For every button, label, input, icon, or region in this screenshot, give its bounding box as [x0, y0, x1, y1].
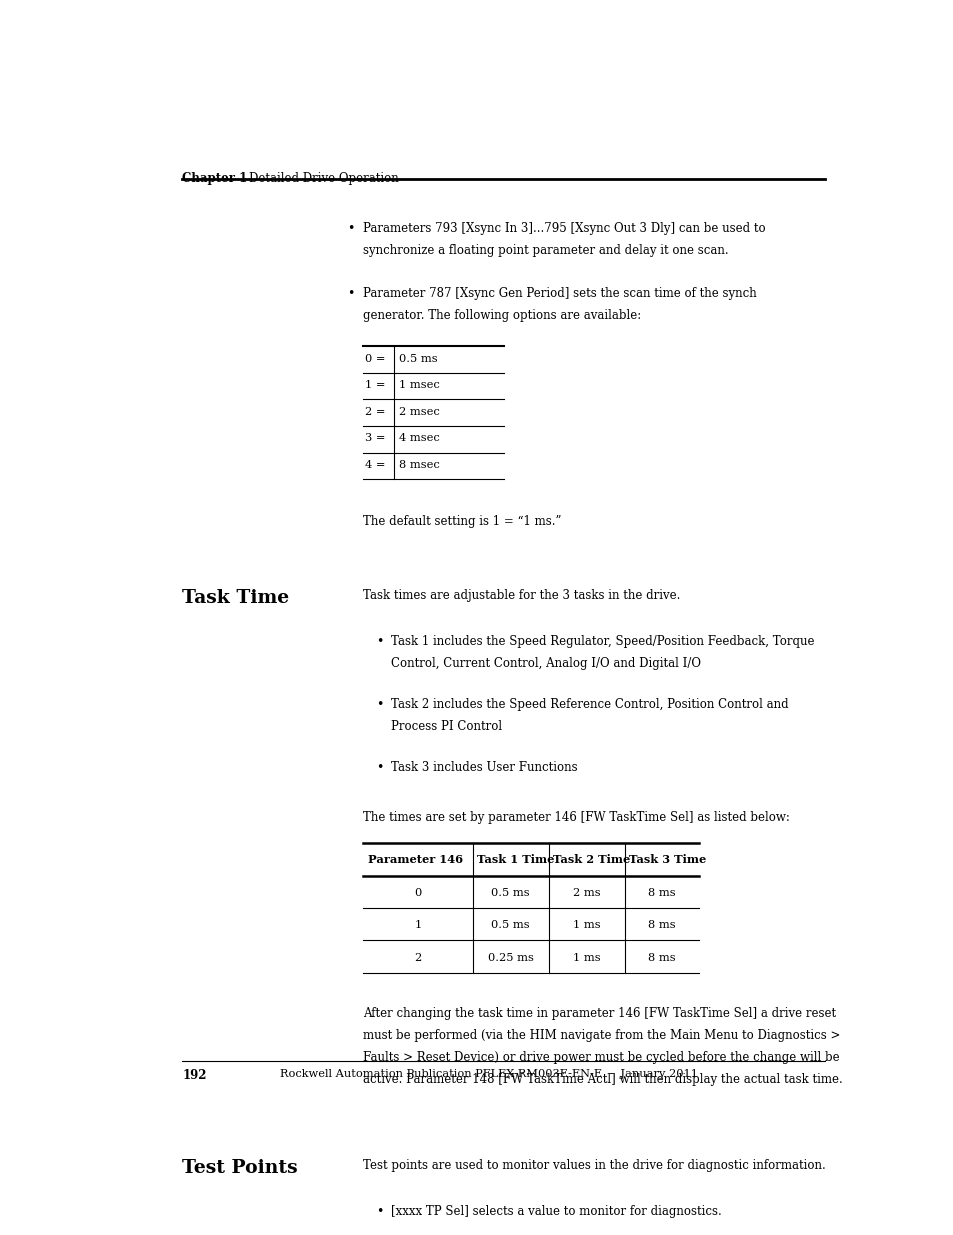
Text: •: • — [376, 635, 383, 648]
Text: 2 =: 2 = — [365, 406, 385, 417]
Text: 4 =: 4 = — [365, 461, 385, 471]
Text: •: • — [376, 1204, 383, 1218]
Text: Parameters 793 [Xsync In 3]...795 [Xsync Out 3 Dly] can be used to: Parameters 793 [Xsync In 3]...795 [Xsync… — [363, 222, 765, 236]
Text: 1 =: 1 = — [365, 380, 385, 390]
Text: 2 msec: 2 msec — [398, 406, 439, 417]
Text: Task 3 Time: Task 3 Time — [629, 853, 706, 864]
Text: active. Parameter 148 [FW TaskTime Actl] will then display the actual task time.: active. Parameter 148 [FW TaskTime Actl]… — [363, 1072, 842, 1086]
Text: •: • — [376, 761, 383, 773]
Text: Parameter 146: Parameter 146 — [367, 853, 462, 864]
Text: Task 1 Time: Task 1 Time — [476, 853, 554, 864]
Text: Control, Current Control, Analog I/O and Digital I/O: Control, Current Control, Analog I/O and… — [391, 657, 700, 669]
Text: 0: 0 — [414, 888, 421, 898]
Text: 0 =: 0 = — [365, 353, 385, 363]
Text: Rockwell Automation Publication PFLEX-RM003E-EN-E  -  January 2011: Rockwell Automation Publication PFLEX-RM… — [279, 1068, 698, 1078]
Text: Parameter 787 [Xsync Gen Period] sets the scan time of the synch: Parameter 787 [Xsync Gen Period] sets th… — [363, 287, 756, 300]
Text: Faults > Reset Device) or drive power must be cycled before the change will be: Faults > Reset Device) or drive power mu… — [363, 1051, 839, 1063]
Text: [xxxx TP Sel] selects a value to monitor for diagnostics.: [xxxx TP Sel] selects a value to monitor… — [391, 1204, 721, 1218]
Text: 0.5 ms: 0.5 ms — [491, 888, 530, 898]
Text: •: • — [347, 287, 354, 300]
Text: 2 ms: 2 ms — [573, 888, 600, 898]
Text: synchronize a floating point parameter and delay it one scan.: synchronize a floating point parameter a… — [363, 245, 728, 257]
Text: Task 3 includes User Functions: Task 3 includes User Functions — [391, 761, 578, 773]
Text: 192: 192 — [182, 1068, 207, 1082]
Text: Task Time: Task Time — [182, 589, 289, 608]
Text: Task times are adjustable for the 3 tasks in the drive.: Task times are adjustable for the 3 task… — [363, 589, 679, 603]
Text: must be performed (via the HIM navigate from the Main Menu to Diagnostics >: must be performed (via the HIM navigate … — [363, 1029, 840, 1042]
Text: 0.5 ms: 0.5 ms — [398, 353, 436, 363]
Text: 0.25 ms: 0.25 ms — [487, 952, 533, 963]
Text: 8 msec: 8 msec — [398, 461, 439, 471]
Text: •: • — [376, 698, 383, 711]
Text: 4 msec: 4 msec — [398, 433, 439, 443]
Text: After changing the task time in parameter 146 [FW TaskTime Sel] a drive reset: After changing the task time in paramete… — [363, 1007, 836, 1020]
Text: 3 =: 3 = — [365, 433, 385, 443]
Text: Process PI Control: Process PI Control — [391, 720, 502, 732]
Text: Detailed Drive Operation: Detailed Drive Operation — [249, 172, 398, 185]
Text: •: • — [347, 222, 354, 236]
Text: Task 1 includes the Speed Regulator, Speed/Position Feedback, Torque: Task 1 includes the Speed Regulator, Spe… — [391, 635, 814, 648]
Text: 1: 1 — [414, 920, 421, 930]
Text: generator. The following options are available:: generator. The following options are ava… — [363, 309, 640, 322]
Text: 2: 2 — [414, 952, 421, 963]
Text: The times are set by parameter 146 [FW TaskTime Sel] as listed below:: The times are set by parameter 146 [FW T… — [363, 811, 789, 824]
Text: Test points are used to monitor values in the drive for diagnostic information.: Test points are used to monitor values i… — [363, 1160, 825, 1172]
Text: Chapter 1: Chapter 1 — [182, 172, 247, 185]
Text: Test Points: Test Points — [182, 1160, 297, 1177]
Text: 1 ms: 1 ms — [573, 952, 600, 963]
Text: 8 ms: 8 ms — [647, 952, 675, 963]
Text: The default setting is 1 = “1 ms.”: The default setting is 1 = “1 ms.” — [363, 515, 561, 529]
Text: 8 ms: 8 ms — [647, 920, 675, 930]
Text: 0.5 ms: 0.5 ms — [491, 920, 530, 930]
Text: Task 2 Time: Task 2 Time — [553, 853, 630, 864]
Text: 8 ms: 8 ms — [647, 888, 675, 898]
Text: 1 msec: 1 msec — [398, 380, 439, 390]
Text: Task 2 includes the Speed Reference Control, Position Control and: Task 2 includes the Speed Reference Cont… — [391, 698, 788, 711]
Text: 1 ms: 1 ms — [573, 920, 600, 930]
